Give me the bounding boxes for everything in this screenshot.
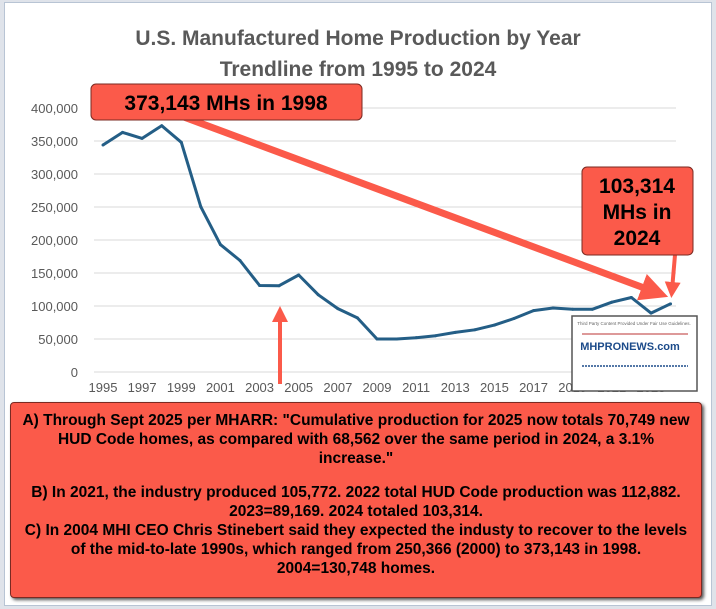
data-point [669, 302, 673, 306]
peak-callout-text: 373,143 MHs in 1998 [124, 92, 327, 115]
x-tick-label: 1995 [89, 380, 118, 395]
note-b: B) In 2021, the industry produced 105,77… [31, 484, 681, 520]
data-point [610, 300, 614, 304]
data-point [277, 284, 281, 288]
latest-callout: 103,314 MHs in 2024 [581, 166, 694, 256]
latest-callout-line1: 103,314 [599, 175, 675, 198]
y-tick-label: 200,000 [31, 233, 78, 248]
data-point [179, 140, 183, 144]
x-tick-label: 2003 [245, 380, 274, 395]
data-point [121, 130, 125, 134]
data-point [395, 337, 399, 341]
data-point [414, 336, 418, 340]
x-tick-label: 2015 [480, 380, 509, 395]
x-tick-label: 2013 [441, 380, 470, 395]
data-point [101, 143, 105, 147]
y-tick-label: 300,000 [31, 167, 78, 182]
data-point [199, 205, 203, 209]
peak-callout: 373,143 MHs in 1998 [90, 83, 363, 121]
data-point [316, 293, 320, 297]
data-point [590, 307, 594, 311]
watermark-caption: Third Party Content Provided Under Fair … [577, 321, 691, 326]
chart-title: U.S. Manufactured Home Production by Yea… [135, 27, 580, 50]
data-point [238, 258, 242, 262]
notes-box: A) Through Sept 2025 per MHARR: "Cumulat… [10, 402, 702, 598]
data-point [571, 307, 575, 311]
production-series-line [102, 124, 672, 341]
data-point [649, 311, 653, 315]
x-tick-label: 2007 [323, 380, 352, 395]
note-a: A) Through Sept 2025 per MHARR: "Cumulat… [22, 412, 690, 467]
data-point [140, 136, 144, 140]
x-tick-label: 2009 [363, 380, 392, 395]
data-point [375, 337, 379, 341]
data-point [355, 316, 359, 320]
2024-arrow [664, 254, 681, 298]
watermark-logo: MHPRONEWS.com [580, 341, 680, 353]
y-tick-label: 100,000 [31, 299, 78, 314]
trend-arrow [163, 106, 669, 301]
x-tick-label: 2017 [519, 380, 548, 395]
chart-subtitle: Trendline from 1995 to 2024 [220, 58, 497, 81]
latest-callout-line2: MHs in [603, 201, 672, 224]
x-tick-label: 2011 [402, 380, 430, 395]
y-tick-label: 50,000 [38, 332, 78, 347]
y-tick-label: 0 [71, 365, 78, 380]
data-point [492, 323, 496, 327]
x-tick-label: 1999 [167, 380, 196, 395]
y-tick-label: 350,000 [31, 134, 78, 149]
data-point [297, 273, 301, 277]
data-point [434, 334, 438, 338]
x-tick-label: 1997 [128, 380, 157, 395]
data-point [532, 309, 536, 313]
x-tick-label: 2001 [206, 380, 235, 395]
data-point [629, 295, 633, 299]
data-point [218, 243, 222, 247]
data-point [336, 307, 340, 311]
data-point [551, 306, 555, 310]
data-point [453, 330, 457, 334]
latest-callout-line3: 2024 [614, 227, 661, 250]
data-point [512, 317, 516, 321]
data-point [160, 124, 164, 128]
data-point [473, 328, 477, 332]
chart: U.S. Manufactured Home Production by Yea… [31, 27, 698, 395]
y-tick-label: 150,000 [31, 266, 78, 281]
y-tick-label: 250,000 [31, 200, 78, 215]
mhpronews-watermark: Third Party Content Provided Under Fair … [571, 315, 698, 392]
x-tick-label: 2005 [284, 380, 313, 395]
y-tick-label: 400,000 [31, 101, 78, 116]
data-point [258, 284, 262, 288]
note-c: C) In 2004 MHI CEO Chris Stinebert said … [24, 522, 688, 577]
